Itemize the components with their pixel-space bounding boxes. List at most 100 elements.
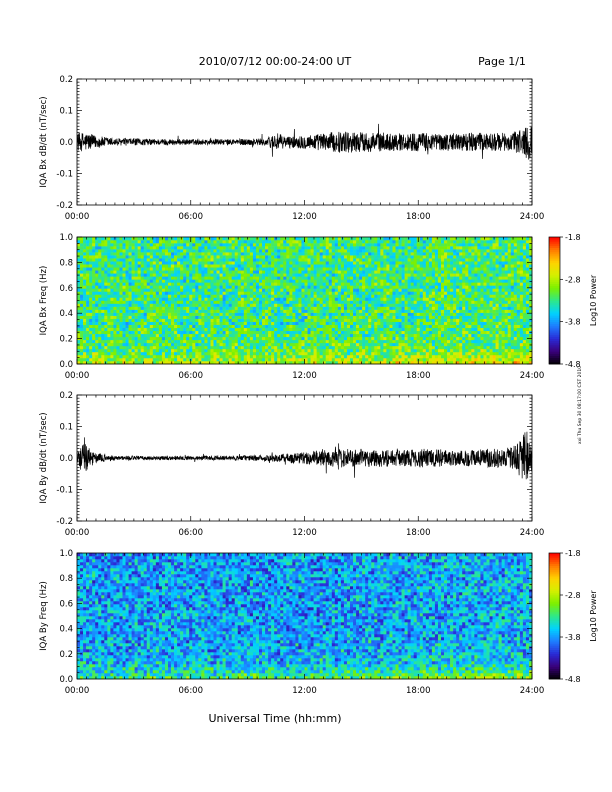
spectrogram-cell xyxy=(222,318,226,322)
spectrogram-cell xyxy=(177,336,181,341)
spectrogram-cell xyxy=(92,318,96,322)
spectrogram-cell xyxy=(234,237,239,241)
spectrogram-cell xyxy=(189,291,193,295)
spectrogram-cell xyxy=(234,261,239,265)
spectrogram-cell xyxy=(140,309,145,313)
spectrogram-cell xyxy=(186,246,190,250)
spectrogram-cell xyxy=(292,342,296,347)
spectrogram-cell xyxy=(310,240,314,244)
spectrogram-cell xyxy=(277,288,281,292)
spectrogram-cell xyxy=(343,249,348,253)
spectrogram-cell xyxy=(89,327,93,332)
spectrogram-cell xyxy=(237,276,242,280)
spectrogram-cell xyxy=(304,288,308,292)
spectrogram-cell xyxy=(368,351,372,356)
spectrogram-cell xyxy=(340,315,345,319)
spectrogram-cell xyxy=(186,333,190,338)
spectrogram-cell xyxy=(155,294,160,298)
spectrogram-cell xyxy=(207,357,211,362)
spectrogram-cell xyxy=(271,246,275,250)
spectrogram-cell xyxy=(356,288,360,292)
spectrogram-cell xyxy=(337,276,342,280)
spectrogram-cell xyxy=(192,330,196,335)
spectrogram-cell xyxy=(286,297,290,301)
spectrogram-cell xyxy=(374,360,378,365)
spectrogram-cell xyxy=(207,270,211,274)
spectrogram-cell xyxy=(143,291,148,295)
spectrogram-cell xyxy=(240,249,245,253)
spectrogram-cell xyxy=(186,321,190,325)
spectrogram-cell xyxy=(198,330,202,335)
spectrogram-cell xyxy=(222,264,226,268)
spectrogram-cell xyxy=(286,246,290,250)
spectrogram-cell xyxy=(219,249,223,253)
spectrogram-cell xyxy=(407,300,411,304)
spectrogram-cell xyxy=(283,294,287,298)
spectrogram-cell xyxy=(116,336,120,341)
spectrogram-cell xyxy=(392,324,396,329)
spectrogram-cell xyxy=(143,240,148,244)
spectrogram-cell xyxy=(95,282,99,286)
spectrogram-cell xyxy=(116,318,120,322)
spectrogram-cell xyxy=(392,273,396,277)
spectrogram-cell xyxy=(334,252,339,256)
spectrogram-cell xyxy=(246,273,251,277)
spectrogram-cell xyxy=(268,333,272,338)
spectrogram-cell xyxy=(325,246,330,250)
spectrogram-cell xyxy=(140,345,145,350)
spectrogram-cell xyxy=(286,324,290,329)
spectrogram-cell xyxy=(255,273,260,277)
spectrogram-cell xyxy=(107,243,111,247)
spectrogram-cell xyxy=(134,315,138,319)
spectrogram-cell xyxy=(116,285,120,289)
spectrogram-cell xyxy=(419,351,424,356)
spectrogram-cell xyxy=(231,309,236,313)
spectrogram-cell xyxy=(222,336,226,341)
spectrogram-cell xyxy=(174,279,178,283)
spectrogram-cell xyxy=(158,324,163,329)
spectrogram-cell xyxy=(350,300,354,304)
spectrogram-cell xyxy=(107,318,111,322)
spectrogram-cell xyxy=(249,330,254,335)
spectrogram-cell xyxy=(134,279,138,283)
spectrogram-cell xyxy=(389,264,393,268)
spectrogram-cell xyxy=(243,264,248,268)
spectrogram-cell xyxy=(407,348,411,353)
spectrogram-cell xyxy=(210,267,214,271)
spectrogram-cell xyxy=(298,252,302,256)
spectrogram-cell xyxy=(255,297,260,301)
spectrogram-cell xyxy=(83,267,87,271)
spectrogram-cell xyxy=(83,288,87,292)
spectrogram-cell xyxy=(362,342,366,347)
spectrogram-cell xyxy=(280,321,284,325)
spectrogram-cell xyxy=(210,345,214,350)
spectrogram-cell xyxy=(177,285,181,289)
spectrogram-cell xyxy=(222,330,226,335)
spectrogram-cell xyxy=(180,333,184,338)
spectrogram-cell xyxy=(295,249,299,253)
spectrogram-cell xyxy=(225,276,229,280)
spectrogram-cell xyxy=(283,327,287,332)
spectrogram-cell xyxy=(386,303,390,307)
spectrogram-cell xyxy=(365,357,369,362)
spectrogram-cell xyxy=(155,297,160,301)
spectrogram-cell xyxy=(204,276,208,280)
spectrogram-cell xyxy=(231,255,236,259)
spectrogram-cell xyxy=(219,279,223,283)
spectrogram-cell xyxy=(274,339,278,344)
spectrogram-cell xyxy=(89,303,93,307)
spectrogram-cell xyxy=(371,249,375,253)
spectrogram-cell xyxy=(92,312,96,316)
spectrogram-cell xyxy=(395,357,399,362)
spectrogram-cell xyxy=(268,306,272,310)
spectrogram-cell xyxy=(313,330,317,335)
spectrogram-cell xyxy=(356,276,360,280)
spectrogram-cell xyxy=(331,261,336,265)
spectrogram-cell xyxy=(416,321,421,325)
spectrogram-cell xyxy=(362,318,366,322)
spectrogram-cell xyxy=(322,297,327,301)
spectrogram-cell xyxy=(134,249,138,253)
spectrogram-cell xyxy=(346,264,351,268)
spectrogram-cell xyxy=(189,294,193,298)
spectrogram-cell xyxy=(331,354,336,359)
